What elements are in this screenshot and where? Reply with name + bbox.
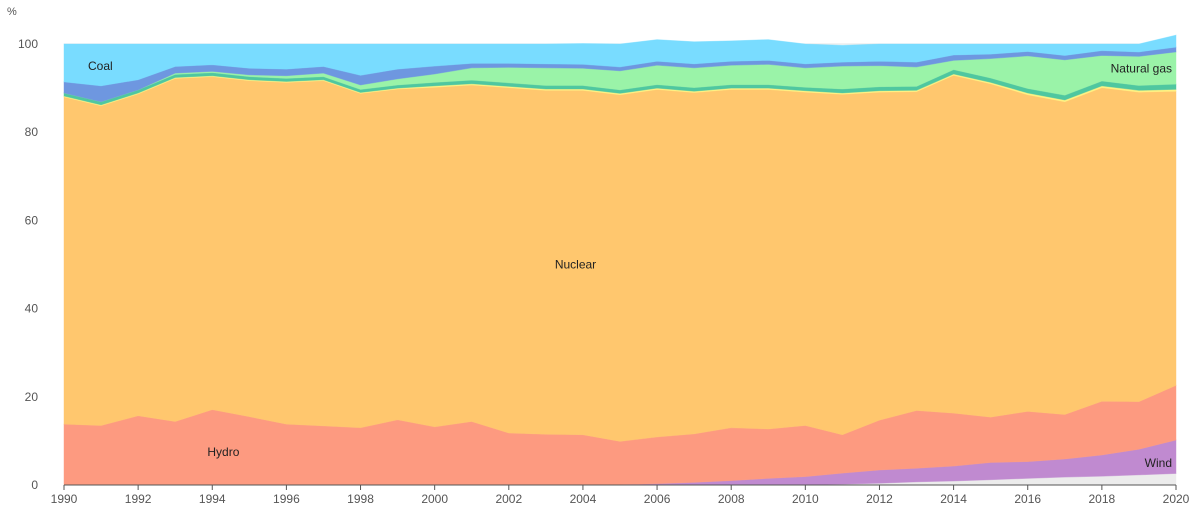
x-tick-label: 2008 — [718, 492, 745, 506]
x-tick-label: 2010 — [792, 492, 819, 506]
x-tick-label: 2014 — [940, 492, 967, 506]
x-tick-label: 1998 — [347, 492, 374, 506]
y-tick-label: 80 — [25, 125, 39, 139]
y-tick-label: 20 — [25, 390, 39, 404]
x-tick-label: 1996 — [273, 492, 300, 506]
x-tick-label: 2006 — [644, 492, 671, 506]
y-tick-label: 0 — [31, 478, 38, 492]
x-tick-label: 1994 — [199, 492, 226, 506]
series-label: Nuclear — [555, 258, 596, 272]
x-tick-label: 2012 — [866, 492, 893, 506]
x-tick-label: 2002 — [495, 492, 522, 506]
series-areas — [63, 34, 1177, 486]
series-labels: Coal Natural gas Nuclear Hydro Wind — [88, 59, 1172, 470]
x-tick-label: 1992 — [125, 492, 152, 506]
x-tick-label: 2016 — [1014, 492, 1041, 506]
series-label: Coal — [88, 59, 113, 73]
series-label: Natural gas — [1111, 61, 1172, 75]
x-tick-label: 2000 — [421, 492, 448, 506]
y-tick-label: 100 — [18, 37, 38, 51]
nuclear-area — [63, 74, 1177, 442]
y-axis-unit: % — [7, 6, 17, 18]
y-tick-label: 40 — [25, 302, 39, 316]
coal-area — [63, 34, 1177, 87]
x-tick-label: 2018 — [1089, 492, 1116, 506]
x-tick-label: 1990 — [51, 492, 78, 506]
series-label: Hydro — [207, 445, 239, 459]
y-tick-label: 60 — [25, 213, 39, 227]
x-tick-label: 2020 — [1163, 492, 1190, 506]
series-label: Wind — [1145, 456, 1172, 470]
axes: 0 20 40 60 80 100 1990 1992 1994 1996 1998 2000 2002… — [18, 37, 1190, 506]
x-tick-label: 2004 — [570, 492, 597, 506]
